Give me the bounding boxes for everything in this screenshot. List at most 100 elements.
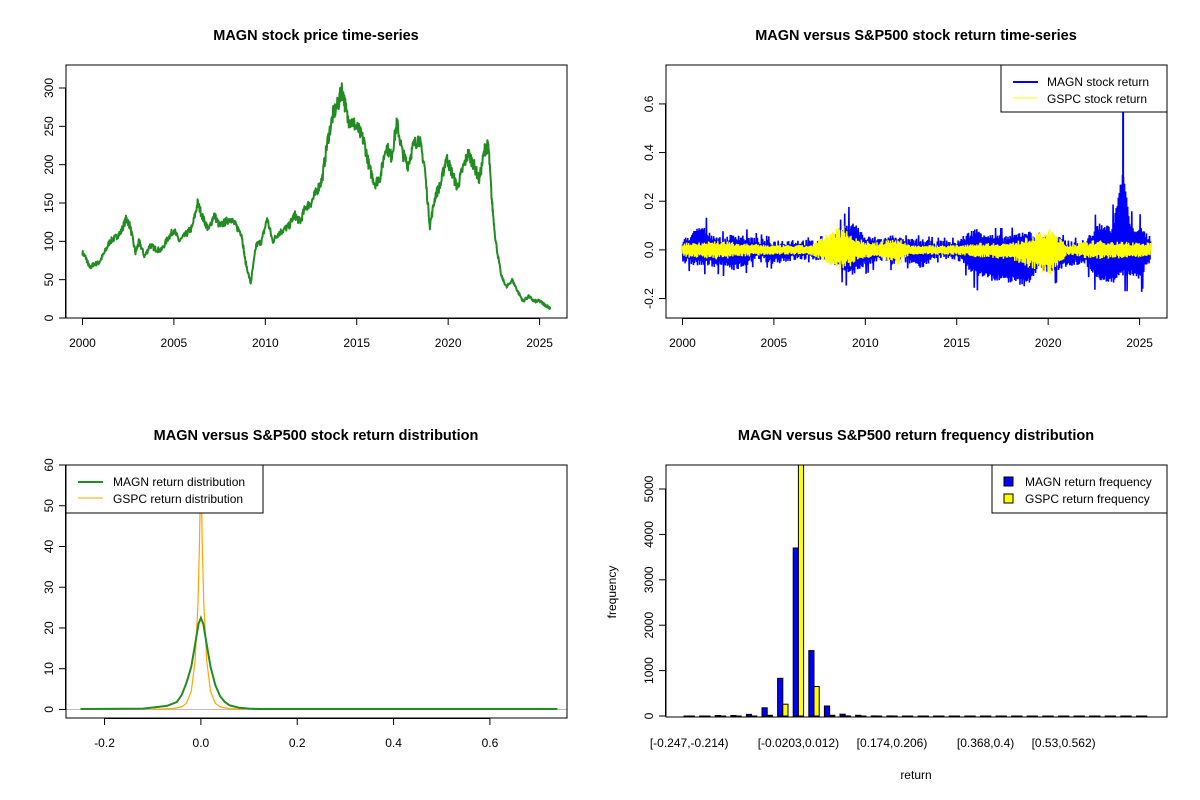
gspc-frequency-bar: [829, 714, 836, 717]
distribution-y-tick-label: 10: [42, 662, 56, 676]
return-x-tick-label: 2005: [761, 336, 788, 350]
return-x-tick-label: 2020: [1035, 336, 1062, 350]
price-y-tick-label: 200: [42, 154, 56, 174]
frequency-y-label: frequency: [605, 566, 619, 619]
distribution-y-tick-label: 0: [42, 706, 56, 713]
distribution-title: MAGN versus S&P500 stock return distribu…: [154, 428, 479, 444]
return-y-tick-label: 0.6: [642, 95, 656, 112]
price-y-axis: 0 50 100 150 200 250 300: [42, 78, 66, 321]
distribution-x-tick-label: 0.4: [385, 736, 402, 750]
gspc-return-line: [681, 225, 1152, 275]
return-y-tick-label: -0.2: [642, 288, 656, 309]
price-series: [81, 82, 552, 310]
frequency-y-tick-label: 5000: [642, 475, 656, 502]
return-y-tick-label: 0.0: [642, 241, 656, 258]
frequency-x-tick-label: [0.174,0.206): [857, 736, 928, 750]
gspc-frequency-bar: [813, 686, 820, 717]
magn-frequency-bar: [808, 650, 815, 717]
price-x-axis: 2000 2005 2010 2015 2020 2025: [69, 318, 553, 350]
distribution-y-tick-label: 30: [42, 580, 56, 594]
return-y-tick-label: 0.4: [642, 144, 656, 161]
price-y-tick-label: 250: [42, 116, 56, 136]
distribution-y-tick-label: 20: [42, 621, 56, 635]
frequency-x-axis: [-0.247,-0.214) [-0.0203,0.012) [0.174,0.2…: [650, 736, 1096, 750]
gspc-frequency-bar: [844, 715, 851, 718]
gspc-frequency-bar: [782, 703, 789, 717]
legend-magn-freq-swatch-icon: [1003, 476, 1014, 487]
price-y-tick-label: 300: [42, 78, 56, 98]
price-x-tick-label: 2005: [161, 336, 188, 350]
legend-gspc-freq-swatch-icon: [1003, 493, 1014, 504]
price-y-tick-label: 50: [42, 273, 56, 287]
frequency-y-tick-label: 0: [642, 712, 656, 719]
distribution-x-tick-label: 0.2: [289, 736, 306, 750]
return-timeseries-panel: MAGN versus S&P500 stock return time-ser…: [642, 28, 1168, 350]
magn-frequency-bar: [839, 713, 846, 717]
distribution-y-tick-label: 60: [42, 458, 56, 472]
legend-gspc-label: GSPC stock return: [1047, 92, 1147, 106]
return-x-tick-label: 2010: [852, 336, 879, 350]
return-legend-box: [1000, 64, 1168, 113]
price-x-tick-label: 2025: [526, 336, 553, 350]
legend-magn-freq-label: MAGN return frequency: [1025, 475, 1152, 489]
magn-frequency-bar: [761, 707, 768, 717]
distribution-x-axis: -0.2 0.0 0.2 0.4 0.6: [94, 718, 499, 750]
return-y-axis: -0.2 0.0 0.2 0.4 0.6: [642, 95, 666, 309]
frequency-x-tick-label: [0.368,0.4): [957, 736, 1014, 750]
return-x-tick-label: 2025: [1126, 336, 1153, 350]
frequency-panel: MAGN versus S&P500 return frequency dist…: [605, 428, 1168, 782]
magn-frequency-bar: [730, 715, 737, 717]
legend-magn-dist-label: MAGN return distribution: [113, 475, 245, 489]
frequency-x-tick-label: [0.53,0.562): [1032, 736, 1096, 750]
price-panel: MAGN stock price time-series 2000 2005 201…: [42, 28, 568, 350]
frequency-legend-box: [991, 464, 1168, 514]
price-x-tick-label: 2020: [435, 336, 462, 350]
return-y-tick-label: 0.2: [642, 193, 656, 210]
distribution-legend: MAGN return distribution GSPC return dis…: [65, 464, 264, 514]
distribution-x-tick-label: 0.6: [482, 736, 499, 750]
distribution-x-tick-label: -0.2: [94, 736, 115, 750]
frequency-y-tick-label: 1000: [642, 657, 656, 684]
magn-frequency-bar: [886, 715, 893, 718]
price-x-tick-label: 2000: [69, 336, 96, 350]
return-x-axis: 2000 2005 2010 2015 2020 2025: [669, 318, 1153, 350]
frequency-x-tick-label: [-0.0203,0.012): [758, 736, 839, 750]
distribution-panel: MAGN versus S&P500 stock return distribu…: [42, 428, 568, 750]
magn-frequency-bar: [792, 547, 799, 717]
magn-frequency-bar: [714, 715, 721, 717]
return-timeseries-title: MAGN versus S&P500 stock return time-ser…: [755, 28, 1077, 44]
price-x-tick-label: 2015: [343, 336, 370, 350]
frequency-x-label: return: [900, 768, 931, 782]
gspc-frequency-bar: [766, 714, 773, 717]
frequency-x-tick-label: [-0.247,-0.214): [650, 736, 729, 750]
price-chart-title: MAGN stock price time-series: [213, 28, 419, 44]
distribution-x-tick-label: 0.0: [193, 736, 210, 750]
return-legend: MAGN stock return GSPC stock return: [1000, 64, 1168, 113]
distribution-y-axis: 0 10 20 30 40 50 60: [42, 458, 66, 713]
price-x-tick-label: 2010: [252, 336, 279, 350]
return-series: [681, 111, 1152, 292]
frequency-y-tick-label: 4000: [642, 521, 656, 548]
price-y-tick-label: 0: [42, 314, 56, 321]
magn-frequency-bar: [777, 677, 784, 717]
price-y-tick-label: 100: [42, 231, 56, 251]
magn-frequency-bar: [745, 713, 753, 717]
frequency-y-tick-label: 3000: [642, 566, 656, 593]
frequency-y-tick-label: 2000: [642, 612, 656, 639]
magn-density-line: [80, 615, 558, 710]
return-x-tick-label: 2015: [943, 336, 970, 350]
legend-gspc-freq-label: GSPC return frequency: [1025, 492, 1150, 506]
legend-magn-label: MAGN stock return: [1047, 75, 1149, 89]
gspc-frequency-bar: [797, 464, 805, 717]
price-line: [81, 82, 552, 310]
frequency-y-axis: 0 1000 2000 3000 4000 5000: [642, 475, 666, 719]
frequency-title: MAGN versus S&P500 return frequency dist…: [738, 428, 1094, 444]
distribution-y-tick-label: 50: [42, 499, 56, 513]
magn-frequency-bar: [823, 705, 831, 717]
return-x-tick-label: 2000: [669, 336, 696, 350]
magn-frequency-bar: [855, 714, 862, 717]
legend-gspc-dist-label: GSPC return distribution: [113, 492, 243, 506]
price-y-tick-label: 150: [42, 193, 56, 213]
magn-return-line: [681, 174, 1152, 292]
